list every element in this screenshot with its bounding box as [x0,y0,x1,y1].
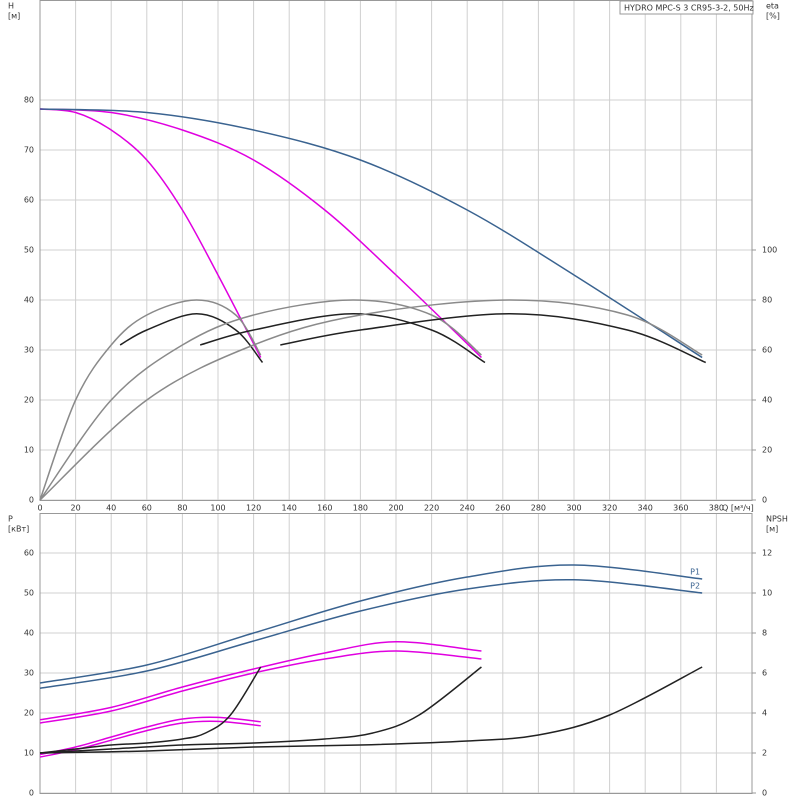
y-tick-label: 10 [24,749,34,758]
y2-tick-label: 8 [762,629,767,638]
y-axis-label: H [8,2,14,11]
curve-label: P2 [690,582,700,591]
y2-tick-label: 0 [762,789,767,798]
plot-frame [39,513,753,794]
y-tick-label: 0 [29,496,34,505]
y2-tick-label: 4 [762,709,767,718]
y-tick-label: 20 [24,709,34,718]
y2-tick-label: 40 [762,396,772,405]
curve [39,578,703,689]
x-tick-label: 240 [460,504,475,513]
curve [280,312,707,364]
y2-tick-label: 80 [762,296,772,305]
curve [39,564,703,684]
curve [39,299,703,501]
y2-tick-label: 12 [762,549,772,558]
y-tick-label: 30 [24,669,34,678]
y-tick-label: 20 [24,396,34,405]
y2-tick-label: 20 [762,446,772,455]
y2-tick-label: 10 [762,589,772,598]
y-tick-label: 30 [24,346,34,355]
x-tick-label: 160 [317,504,332,513]
x-tick-label: 220 [424,504,439,513]
curve [39,108,262,358]
y-tick-label: 80 [24,96,34,105]
y-tick-label: 60 [24,196,34,205]
curve [39,641,482,721]
curve [39,666,703,754]
title-box [619,0,754,15]
y-tick-label: 50 [24,589,34,598]
x-tick-label: 280 [531,504,546,513]
y2-tick-label: 100 [762,246,777,255]
curve [199,312,486,364]
y-axis-label: P [8,515,13,524]
y-tick-label: 40 [24,629,34,638]
curve-label: P1 [690,568,700,577]
plot-frame [39,0,753,501]
y-tick-label: 50 [24,246,34,255]
x-tick-label: 140 [282,504,297,513]
curve [39,666,262,754]
curve [39,299,482,501]
y2-tick-label: 0 [762,496,767,505]
curve [39,650,482,724]
y2-tick-label: 2 [762,749,767,758]
x-tick-label: 40 [106,504,116,513]
y2-axis-unit: [м] [766,525,778,534]
y2-axis-label: eta [766,2,779,11]
y-axis-unit: [м] [8,12,20,21]
x-tick-label: 360 [673,504,688,513]
chart-title: HYDRO MPC-S 3 CR95-3-2, 50Hz [624,4,754,13]
x-tick-label: 20 [71,504,81,513]
x-tick-label: 300 [566,504,581,513]
y2-tick-label: 60 [762,346,772,355]
x-tick-label: 80 [177,504,187,513]
x-tick-label: 260 [495,504,510,513]
x-axis-label: Q [м³/ч] [722,504,754,513]
curve [119,312,264,363]
curve [39,108,482,359]
curve [39,108,703,359]
y-tick-label: 60 [24,549,34,558]
x-tick-label: 60 [142,504,152,513]
x-tick-label: 100 [210,504,225,513]
x-tick-label: 380 [709,504,724,513]
curve [39,299,262,501]
curve [39,716,261,756]
curve [39,720,261,758]
y2-axis-label: NPSH [766,515,788,524]
x-tick-label: 0 [37,504,42,513]
y-tick-label: 40 [24,296,34,305]
y2-axis-unit: [%] [766,12,780,21]
y-axis-unit: [кВт] [8,525,29,534]
x-tick-label: 120 [246,504,261,513]
x-tick-label: 340 [638,504,653,513]
x-tick-label: 180 [353,504,368,513]
y2-tick-label: 6 [762,669,767,678]
y-tick-label: 70 [24,146,34,155]
curve [39,666,482,754]
y-tick-label: 10 [24,446,34,455]
y-tick-label: 0 [29,789,34,798]
x-tick-label: 200 [388,504,403,513]
x-tick-label: 320 [602,504,617,513]
